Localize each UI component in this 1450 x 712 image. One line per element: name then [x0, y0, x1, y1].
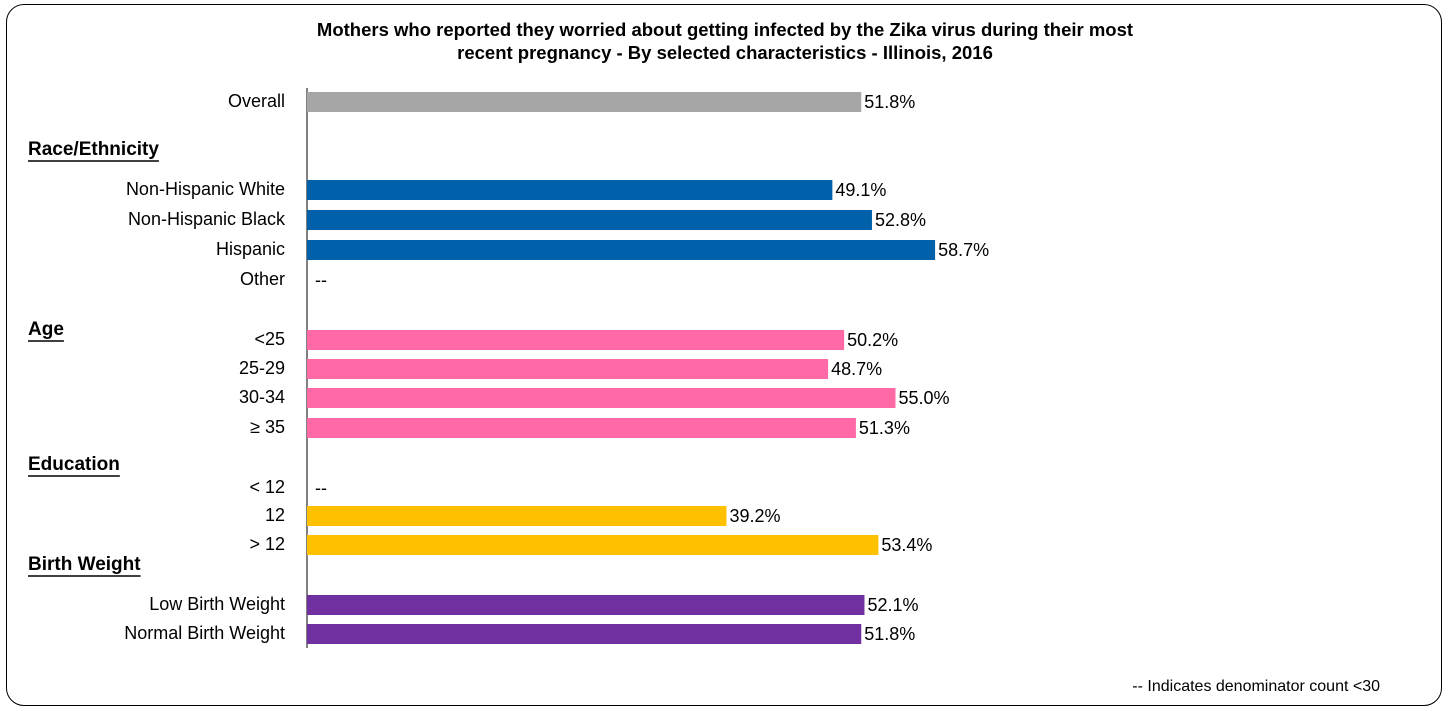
bar	[307, 180, 833, 200]
category-label: Low Birth Weight	[149, 594, 285, 614]
category-label: < 12	[249, 477, 285, 497]
data-label: 55.0%	[899, 388, 950, 408]
data-label: 53.4%	[881, 535, 932, 555]
bar	[307, 359, 829, 379]
data-label: 58.7%	[938, 240, 989, 260]
chart-title-line-2: recent pregnancy - By selected character…	[457, 42, 993, 63]
data-label: 39.2%	[729, 506, 780, 526]
data-label: 49.1%	[835, 180, 886, 200]
category-label: Hispanic	[216, 239, 285, 259]
category-label: Overall	[228, 91, 285, 111]
group-heading: Age	[28, 319, 64, 340]
bar	[307, 595, 865, 615]
bar	[307, 240, 936, 260]
data-label: 48.7%	[831, 359, 882, 379]
data-label: 52.8%	[875, 210, 926, 230]
bar	[307, 506, 727, 526]
chart-frame	[6, 4, 1442, 706]
category-label: <25	[254, 329, 285, 349]
data-label: --	[315, 270, 327, 290]
bar	[307, 535, 879, 555]
data-label: 51.3%	[859, 418, 910, 438]
category-label: Non-Hispanic Black	[128, 209, 286, 229]
bar	[307, 624, 862, 644]
group-heading: Birth Weight	[28, 554, 141, 575]
chart-title-line-1: Mothers who reported they worried about …	[316, 19, 1134, 40]
category-label: 25-29	[239, 358, 285, 378]
group-heading: Education	[28, 454, 120, 475]
group-heading: Race/Ethnicity	[28, 139, 159, 160]
category-label: 12	[265, 505, 285, 525]
bar	[307, 330, 845, 350]
bar	[307, 388, 896, 408]
data-label: 52.1%	[867, 595, 918, 615]
chart-title: Mothers who reported they worried about …	[0, 18, 1450, 64]
bar	[307, 418, 856, 438]
data-label: 50.2%	[847, 330, 898, 350]
data-label: --	[315, 478, 327, 498]
category-label: Normal Birth Weight	[124, 623, 285, 643]
footnote: -- Indicates denominator count <30	[1132, 678, 1380, 695]
data-label: 51.8%	[864, 624, 915, 644]
category-label: Non-Hispanic White	[126, 179, 285, 199]
category-label: Other	[240, 269, 285, 289]
category-label: 30-34	[239, 387, 285, 407]
bar	[307, 210, 872, 230]
data-label: 51.8%	[864, 92, 915, 112]
category-label: > 12	[249, 534, 285, 554]
category-label: ≥ 35	[250, 417, 285, 437]
bar	[307, 92, 862, 112]
